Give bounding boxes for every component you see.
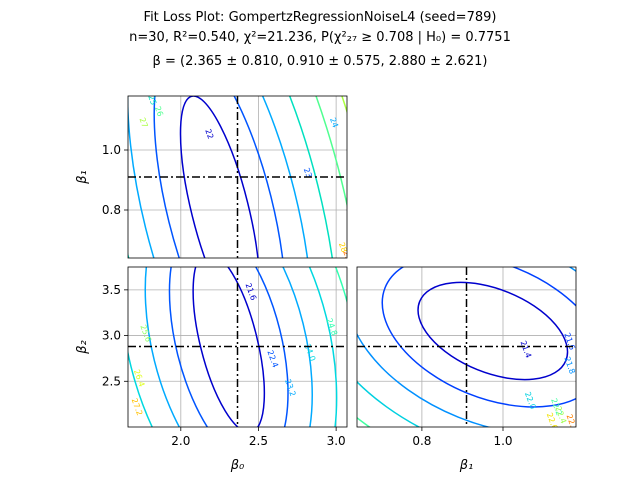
x-tick-label: 2.0	[171, 434, 190, 448]
title-line-2: n=30, R²=0.540, χ²=21.236, P(χ²₂₇ ≥ 0.70…	[129, 30, 511, 45]
y-axis-label: β₂	[75, 340, 90, 355]
y-axis-label: β₁	[75, 170, 90, 185]
x-tick-label: 0.8	[412, 434, 431, 448]
contour-label: 26	[153, 105, 165, 118]
contour-label: 24	[328, 116, 340, 129]
contour-label: 27	[138, 116, 150, 129]
x-axis-label: β₁	[459, 458, 474, 473]
x-tick-label: 3.0	[327, 434, 346, 448]
panel-beta1-beta2: 0.8 1.021.4 21.621.822.0 22.222.422.6 22.8β₁	[356, 266, 580, 473]
contour-label: 21.6	[244, 282, 259, 302]
contour-line	[417, 281, 569, 381]
contour-label: 22.6	[545, 411, 560, 431]
contour-line	[128, 96, 340, 258]
panel-beta0-beta2: 2.0 2.5 3.0 2.5 3.0 3.5 21.6 22.423.2 24.0 24.8 25…	[75, 266, 348, 473]
x-tick-label: 2.5	[249, 434, 268, 448]
x-axis-label: β₀	[230, 458, 245, 473]
contour-group: 21.4 21.621.822.0 22.222.422.6 22.8	[357, 267, 580, 433]
axes-frame	[127, 95, 348, 259]
contour-line	[128, 96, 347, 258]
contour-label: 21.8	[562, 355, 577, 375]
contour-group: 21.622.423.224.024.825.626.427.2	[128, 267, 347, 427]
axes-frame	[356, 266, 577, 428]
title-line-3: β = (2.365 ± 0.810, 0.910 ± 0.575, 2.880…	[153, 54, 488, 69]
y-tick-label: 1.0	[102, 143, 121, 157]
axes-frame	[127, 266, 348, 428]
contour-label: 22.8	[565, 413, 580, 433]
y-tick-label: 3.5	[102, 283, 121, 297]
title-line-1: Fit Loss Plot: GompertzRegressionNoiseL4…	[144, 10, 497, 25]
contour-line	[357, 267, 576, 427]
contour-label: 28	[337, 241, 349, 254]
contour-label: 21.4	[519, 339, 534, 359]
contour-label: 24.0	[303, 343, 318, 363]
contour-label: 23.2	[283, 378, 298, 398]
contour-line	[381, 267, 576, 408]
contour-label: 22	[203, 128, 215, 141]
contour-line	[128, 96, 314, 258]
contour-label: 23	[302, 167, 314, 180]
contour-line	[153, 96, 287, 258]
contour-label: 22.4	[265, 349, 280, 369]
contour-line	[192, 267, 266, 427]
contour-line	[357, 267, 576, 427]
y-tick-label: 2.5	[102, 374, 121, 388]
contour-line	[144, 267, 313, 427]
contour-line	[128, 267, 338, 427]
contour-label: 29	[341, 249, 353, 262]
contour-label: 21.6	[562, 331, 577, 351]
contour-line	[357, 267, 576, 427]
contour-line	[128, 96, 347, 258]
contour-line	[128, 267, 347, 427]
contour-label: 27.2	[130, 397, 145, 417]
contour-label: 25	[146, 94, 158, 107]
y-tick-label: 0.8	[102, 203, 121, 217]
contour-line	[128, 96, 347, 258]
contour-line	[168, 267, 289, 427]
y-tick-label: 3.0	[102, 329, 121, 343]
contour-label: 24.8	[325, 317, 340, 337]
contour-label: 25.6	[138, 323, 153, 343]
x-tick-label: 1.0	[493, 434, 512, 448]
